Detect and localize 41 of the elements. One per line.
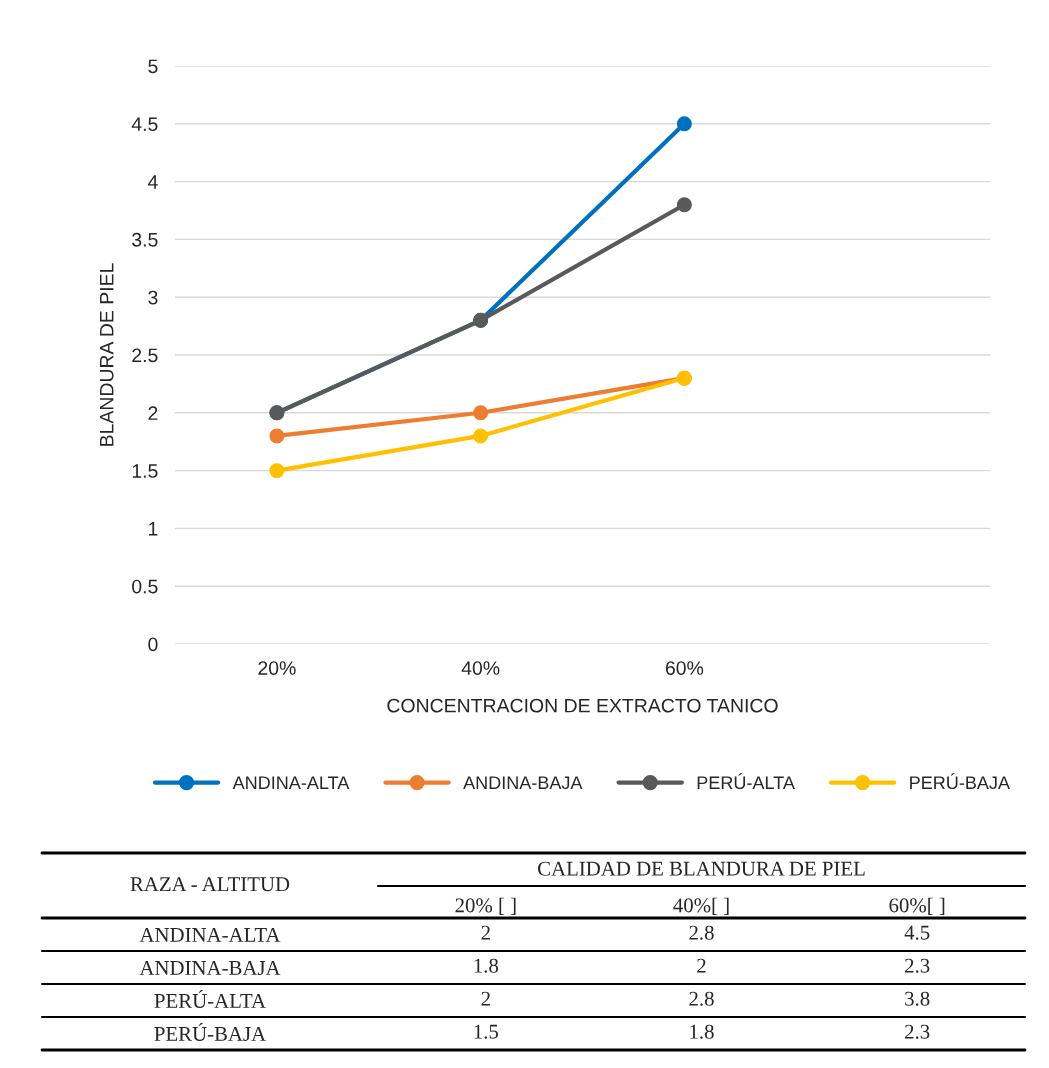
y-tick-label: 2: [148, 406, 158, 420]
data-label: 2.8: [689, 925, 714, 940]
y-tick-label: PERÚ-ALTA: [154, 989, 266, 1008]
data-label: 2: [481, 925, 490, 940]
y-tick-label: 3.5: [132, 232, 158, 247]
y-tick-label: ANDINA-BAJA: [139, 960, 281, 975]
y-tick-label: 0: [148, 637, 158, 652]
legend-label: PERÚ-ALTA: [697, 773, 795, 790]
y-tick-label: 1: [149, 522, 158, 536]
x-tick-label: 40%[ ]: [673, 897, 729, 915]
y-tick-label: 4: [147, 175, 158, 189]
data-label: 2: [481, 991, 490, 1006]
legend-label: ANDINA-ALTA: [232, 776, 350, 789]
x-axis-title: CONCENTRACION DE EXTRACTO TANICO: [387, 698, 778, 713]
x-axis-title: CALIDAD DE BLANDURA DE PIEL: [538, 861, 865, 876]
legend-label: PERÚ-BAJA: [910, 773, 1010, 790]
data-label: 2.8: [689, 991, 714, 1006]
y-tick-label: 0.5: [132, 579, 158, 594]
y-tick-label: 5: [148, 59, 158, 74]
legend-label: ANDINA-BAJA: [463, 776, 583, 790]
x-tick-label: 20% [ ]: [455, 897, 516, 915]
data-label: 2.3: [905, 958, 930, 973]
data-label: 4.5: [904, 925, 930, 940]
y-tick-label: 2.5: [132, 348, 158, 363]
data-label: 2: [697, 958, 706, 973]
data-label: 2.3: [905, 1024, 930, 1039]
data-label: 3.8: [905, 991, 930, 1006]
x-tick-label: 40%: [461, 661, 500, 675]
y-tick-label: ANDINA-ALTA: [139, 927, 281, 942]
y-tick-label: 1.5: [132, 464, 158, 478]
data-label: 1.5: [474, 1024, 499, 1039]
x-tick-label: 60%: [665, 661, 704, 675]
x-tick-label: 20%: [258, 661, 296, 675]
y-tick-label: 3: [148, 290, 158, 305]
y-axis-title: RAZA - ALTITUD: [130, 877, 290, 892]
data-label: 1.8: [690, 1024, 714, 1039]
y-axis-title: BLANDURA DE PIEL: [100, 263, 114, 446]
y-tick-label: 4.5: [131, 117, 158, 132]
data-label: 1.8: [474, 958, 499, 973]
x-tick-label: 60%[ ]: [889, 897, 945, 915]
y-tick-label: PERÚ-BAJA: [154, 1022, 266, 1041]
